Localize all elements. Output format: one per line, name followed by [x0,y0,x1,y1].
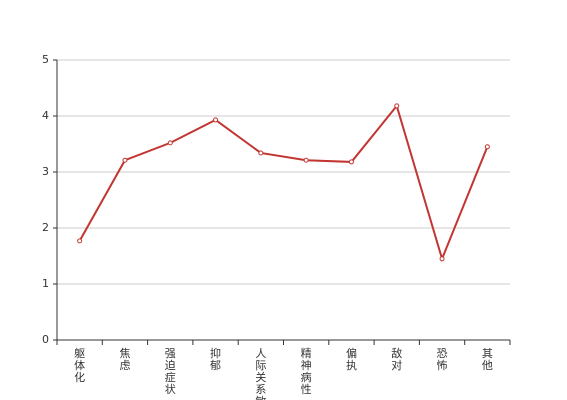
point [348,159,354,165]
x-tick-label: 其他 [482,347,493,372]
y-tick-label: 2 [42,221,49,234]
y-tick-label: 4 [42,109,49,122]
x-tick-label: 焦虑 [119,347,130,372]
point [122,157,128,163]
x-tick-label: 强迫症状 [165,347,176,396]
x-tick-label: 精神病性 [301,347,312,396]
x-tick-label: 抑郁 [210,346,221,372]
point [77,238,83,244]
y-tick-label: 1 [42,277,49,290]
point [213,117,219,123]
y-tick-label: 3 [42,165,49,178]
point [303,157,309,163]
x-tick-label: 躯体化 [74,347,85,384]
point [439,256,445,262]
x-tick-label: 敌对 [391,346,402,372]
y-tick-label: 5 [42,53,49,66]
y-tick-label: 0 [42,333,49,346]
line [78,103,489,262]
point [394,103,400,109]
point [167,140,173,146]
point [484,144,490,150]
point [258,150,264,156]
x-tick-label: 人际关系敏感 [255,347,266,400]
x-tick-label: 偏执 [346,346,357,372]
x-tick-label: 恐怖 [437,347,448,372]
